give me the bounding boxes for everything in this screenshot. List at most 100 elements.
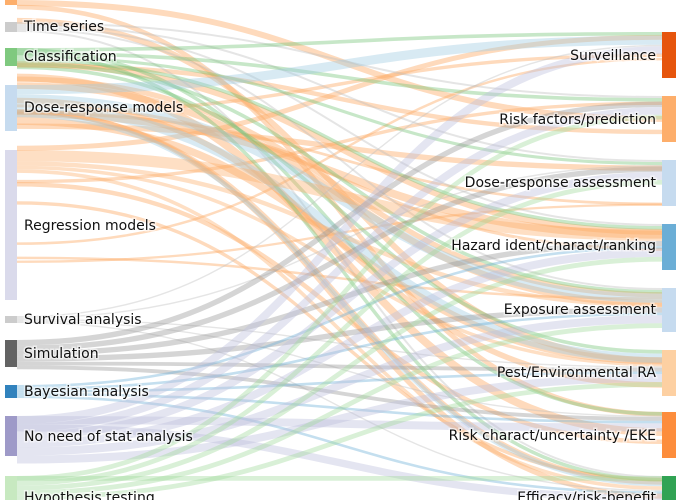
flow — [16, 94, 663, 303]
flow — [16, 307, 663, 362]
flow — [16, 17, 663, 364]
flow — [16, 240, 663, 357]
flow — [16, 114, 663, 481]
node-label: Surveillance — [570, 48, 656, 64]
node-bar — [662, 96, 676, 142]
flow — [16, 51, 663, 102]
flows — [16, 0, 663, 500]
flow — [16, 46, 663, 424]
node-label: Classification — [24, 49, 117, 65]
node-bar — [5, 340, 17, 367]
flow — [16, 318, 663, 368]
flow — [16, 32, 663, 52]
flow — [16, 111, 663, 206]
flow — [16, 256, 663, 300]
node-label: No need of stat analysis — [24, 429, 193, 445]
node-bar — [662, 476, 676, 500]
flow — [16, 24, 663, 162]
flow — [16, 423, 663, 500]
flow — [16, 103, 663, 363]
flow — [16, 361, 663, 372]
flow — [16, 61, 663, 294]
flow — [16, 4, 663, 417]
nodes: Time series Classification Dose-response m… — [5, 0, 676, 500]
node-label: Hazard ident/charact/ranking — [451, 238, 656, 254]
node-bar — [662, 32, 676, 78]
flow — [16, 109, 663, 499]
flow — [16, 55, 663, 166]
flow — [16, 171, 663, 440]
node-label: Exposure assessment — [504, 302, 657, 318]
node-bar — [5, 22, 17, 32]
node-bar — [5, 85, 17, 131]
node-label: Pest/Environmental RA — [497, 365, 657, 381]
node-bar — [662, 288, 676, 332]
flow — [16, 248, 663, 448]
flow — [16, 22, 663, 98]
flow — [16, 28, 663, 290]
flow — [16, 150, 663, 241]
flow — [16, 371, 663, 393]
flow — [16, 203, 663, 263]
flow — [16, 320, 663, 417]
node-bar — [662, 350, 676, 396]
flow — [16, 51, 663, 482]
flow — [16, 256, 663, 491]
node-bar — [5, 150, 17, 300]
node-bar — [5, 48, 17, 66]
node-bar — [5, 476, 17, 500]
node-bar — [662, 160, 676, 206]
node-label: Dose-response assessment — [465, 175, 657, 191]
flow — [16, 61, 663, 235]
node-label: Efficacy/risk-benefit — [517, 490, 656, 500]
node-label: Dose-response models — [24, 100, 183, 116]
flow — [16, 365, 663, 421]
flow — [16, 101, 663, 184]
flow — [16, 315, 663, 456]
flow — [16, 53, 663, 115]
node-bar — [5, 0, 17, 5]
node-bar — [662, 412, 676, 458]
flow — [16, 57, 663, 245]
flow — [16, 63, 663, 135]
node-bar — [5, 385, 17, 398]
flow — [16, 182, 663, 444]
flow — [16, 117, 663, 365]
flow — [16, 30, 663, 478]
flow — [16, 35, 663, 95]
flow — [16, 416, 663, 432]
flow — [16, 382, 663, 500]
node-label: Regression models — [24, 218, 156, 234]
node-label: Risk factors/prediction — [499, 112, 656, 128]
flow — [16, 73, 663, 437]
flow — [16, 374, 663, 464]
node-label: Risk charact/uncertainty /EKE — [449, 428, 656, 444]
flow — [16, 201, 663, 481]
flow — [16, 58, 663, 230]
flow — [16, 104, 663, 251]
flow — [16, 82, 663, 307]
flow — [16, 109, 663, 485]
flow — [16, 109, 663, 239]
node-label: Bayesian analysis — [24, 384, 149, 400]
flow — [16, 179, 663, 486]
flow — [16, 246, 663, 388]
node-label: Time series — [23, 19, 104, 35]
flow — [16, 106, 663, 432]
flow — [16, 312, 663, 391]
flow — [16, 165, 663, 367]
flow — [16, 0, 663, 122]
flow — [16, 392, 663, 424]
flow — [16, 123, 663, 171]
flow — [16, 165, 663, 319]
node-bar — [5, 316, 17, 323]
flow — [16, 395, 663, 494]
flow — [16, 44, 663, 318]
flow — [16, 112, 663, 487]
flow — [16, 323, 663, 496]
flow — [16, 166, 663, 351]
node-bar — [662, 224, 676, 270]
node-label: Hypothesis testing — [24, 490, 155, 500]
node-label: Survival analysis — [24, 312, 142, 328]
